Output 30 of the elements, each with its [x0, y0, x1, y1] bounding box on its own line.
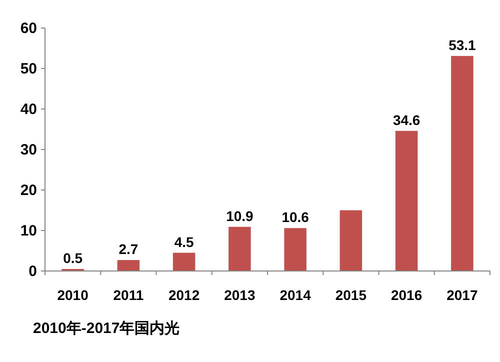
data-label: 2.7: [118, 241, 138, 258]
bar: [451, 56, 474, 271]
data-label: 53.1: [448, 36, 476, 53]
y-tick-label: 30: [20, 142, 37, 158]
bar: [172, 252, 196, 271]
bar: [228, 226, 251, 271]
bar: [284, 228, 306, 271]
y-tick-label: 0: [28, 263, 37, 280]
x-tick-label: 2015: [335, 287, 367, 303]
y-tick-label: 40: [20, 101, 37, 118]
data-label: 10.6: [282, 209, 310, 226]
x-tick-label: 2013: [224, 287, 256, 303]
text: 2010年-2017年国内光: [33, 320, 180, 337]
data-label: 10.9: [226, 208, 254, 224]
x-tick-label: 2017: [446, 287, 478, 303]
x-tick-label: 2016: [390, 287, 422, 303]
bar: [117, 260, 140, 271]
y-tick-label: 60: [20, 20, 37, 37]
x-tick-label: 2010: [57, 287, 89, 303]
bar: [340, 210, 362, 271]
y-tick-label: 10: [20, 222, 37, 240]
data-label: 0.5: [63, 250, 83, 266]
bar: [395, 130, 418, 271]
data-label: 34.6: [392, 112, 420, 128]
x-tick-label: 2012: [168, 287, 200, 303]
y-tick-label: 50: [20, 60, 37, 78]
y-tick-label: 20: [20, 182, 37, 199]
data-label: 4.5: [174, 234, 194, 250]
x-tick-label: 2011: [113, 287, 144, 303]
x-tick-label: 2014: [280, 287, 312, 303]
